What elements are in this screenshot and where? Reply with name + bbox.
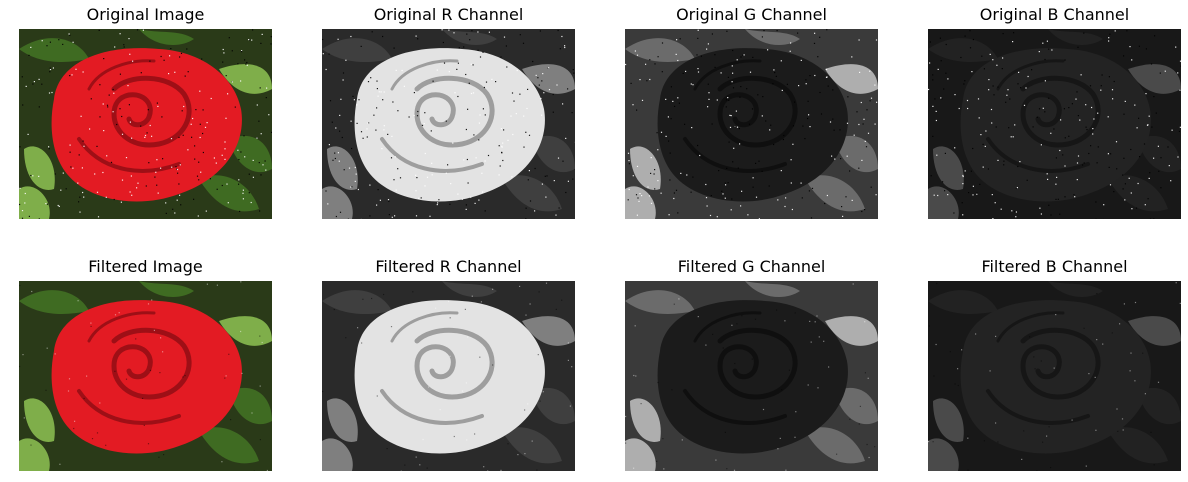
panel-title: Filtered Image <box>88 257 203 276</box>
panel-title: Filtered G Channel <box>677 257 826 276</box>
rose-b-channel-image <box>928 29 1181 219</box>
filtered-rose-g-channel-image <box>625 281 878 471</box>
panel-title: Original B Channel <box>979 5 1130 24</box>
rose-r-channel-image <box>322 29 575 219</box>
panel-title: Original G Channel <box>676 5 827 24</box>
rose-g-channel-image <box>625 29 878 219</box>
panel-title: Filtered R Channel <box>375 257 522 276</box>
filtered-rose-image <box>19 281 272 471</box>
rose-image <box>19 29 272 219</box>
filtered-rose-r-channel-image <box>322 281 575 471</box>
panel-title: Original Image <box>86 5 205 24</box>
panel-title: Filtered B Channel <box>981 257 1128 276</box>
filtered-rose-b-channel-image <box>928 281 1181 471</box>
panel-title: Original R Channel <box>373 5 524 24</box>
